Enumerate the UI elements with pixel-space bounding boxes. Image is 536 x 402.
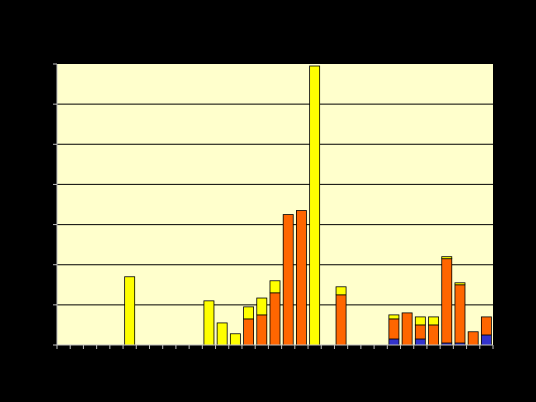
axes bbox=[53, 63, 494, 349]
bar-segment bbox=[414, 338, 426, 346]
bar-segment bbox=[243, 306, 254, 320]
bar-segment bbox=[454, 284, 466, 344]
bar-segment bbox=[428, 316, 439, 326]
bar-segment bbox=[269, 292, 281, 346]
bars bbox=[124, 65, 492, 346]
bar-segment bbox=[203, 300, 215, 346]
bar-segment bbox=[335, 294, 347, 346]
bar-segment bbox=[216, 322, 228, 346]
bar-segment bbox=[296, 210, 307, 346]
bar-segment bbox=[269, 280, 281, 294]
bar-segment bbox=[467, 331, 479, 346]
bar-segment bbox=[480, 334, 492, 346]
bar-segment bbox=[454, 282, 466, 286]
bar-segment bbox=[401, 312, 413, 346]
bar-segment bbox=[441, 256, 453, 260]
bar-segment bbox=[282, 214, 294, 346]
bar-segment bbox=[480, 316, 492, 336]
bar-segment bbox=[256, 314, 268, 346]
bar-segment bbox=[428, 324, 439, 346]
bar-segment bbox=[441, 258, 453, 344]
bar-segment bbox=[335, 286, 347, 296]
bar-segment bbox=[229, 333, 241, 346]
bar-segment bbox=[414, 324, 426, 340]
bar-segment bbox=[124, 276, 136, 346]
bar-segment bbox=[388, 338, 400, 346]
bar-segment bbox=[388, 318, 400, 340]
bar-segment bbox=[243, 318, 254, 346]
bar-segment bbox=[388, 314, 400, 320]
bar-segment bbox=[309, 65, 321, 346]
bar-segment bbox=[256, 297, 268, 316]
bar-segment bbox=[414, 316, 426, 326]
